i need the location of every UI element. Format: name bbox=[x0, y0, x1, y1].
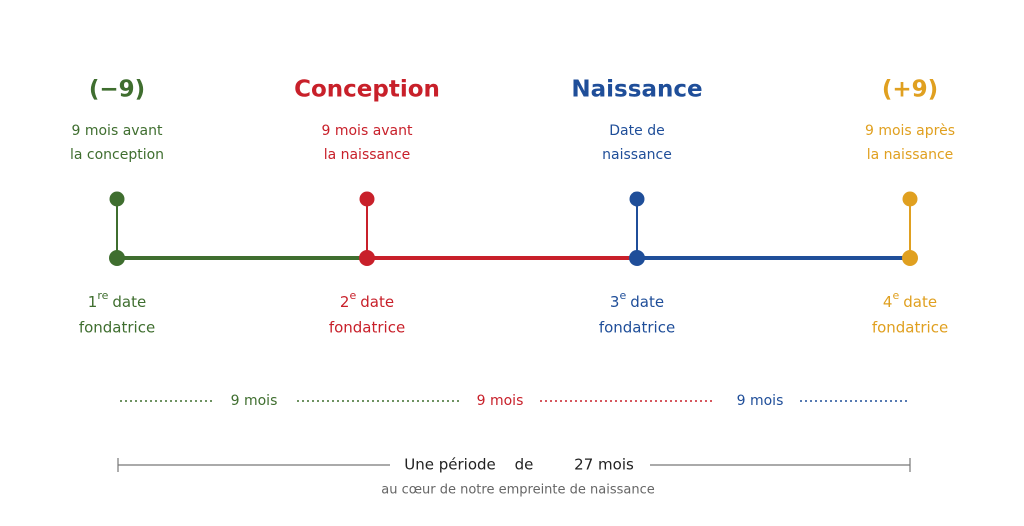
date-label-line2: fondatrice bbox=[599, 319, 675, 337]
milestone-description: 9 mois avant bbox=[322, 123, 414, 139]
milestone-dot bbox=[902, 250, 918, 266]
ordinal: 2 bbox=[340, 293, 350, 311]
milestone-dot bbox=[359, 250, 375, 266]
milestone-dot bbox=[629, 250, 645, 266]
date-label-line2: fondatrice bbox=[329, 319, 405, 337]
date-word: date bbox=[112, 293, 146, 311]
date-label-line2: fondatrice bbox=[872, 319, 948, 337]
ordinal: 4 bbox=[883, 293, 893, 311]
milestone-description: la naissance bbox=[324, 147, 411, 163]
period-caption: au cœur de notre empreinte de naissance bbox=[381, 483, 655, 498]
milestone-description: la conception bbox=[70, 147, 164, 163]
ordinal-suffix: re bbox=[97, 289, 108, 302]
date-word: date bbox=[903, 293, 937, 311]
milestone-dot bbox=[902, 191, 918, 207]
milestone-description: Date de bbox=[609, 123, 664, 139]
milestone-dot bbox=[629, 191, 645, 207]
date-label: 1re date bbox=[88, 289, 146, 311]
date-word: date bbox=[360, 293, 394, 311]
milestone-title: (+9) bbox=[882, 77, 938, 103]
date-label-line2: fondatrice bbox=[79, 319, 155, 337]
date-label: 4e date bbox=[883, 289, 937, 311]
milestone-dot bbox=[359, 191, 375, 207]
milestone-dot bbox=[109, 191, 125, 207]
period-middle: de bbox=[515, 456, 534, 474]
period-prefix: Une période bbox=[404, 456, 496, 474]
interval-label: 9 mois bbox=[231, 393, 278, 409]
period-value: 27 mois bbox=[574, 456, 634, 474]
milestone-title: (−9) bbox=[89, 77, 145, 103]
date-label: 3e date bbox=[610, 289, 664, 311]
ordinal: 1 bbox=[88, 293, 98, 311]
ordinal-suffix: e bbox=[619, 289, 626, 302]
milestone-description: naissance bbox=[602, 147, 672, 163]
ordinal-suffix: e bbox=[892, 289, 899, 302]
milestone-title: Conception bbox=[294, 77, 440, 103]
interval-label: 9 mois bbox=[737, 393, 784, 409]
milestone-description: 9 mois après bbox=[865, 123, 955, 139]
ordinal-suffix: e bbox=[349, 289, 356, 302]
milestone-description: la naissance bbox=[867, 147, 954, 163]
interval-label: 9 mois bbox=[477, 393, 524, 409]
date-word: date bbox=[630, 293, 664, 311]
ordinal: 3 bbox=[610, 293, 620, 311]
milestone-title: Naissance bbox=[571, 77, 702, 103]
milestone-dot bbox=[109, 250, 125, 266]
date-label: 2e date bbox=[340, 289, 394, 311]
milestone-description: 9 mois avant bbox=[72, 123, 164, 139]
